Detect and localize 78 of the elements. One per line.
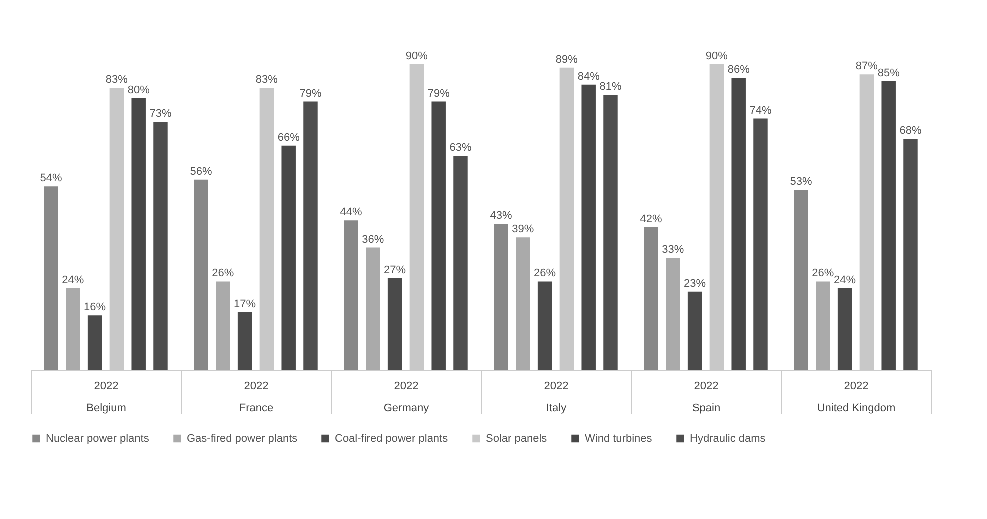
data-label: 17% bbox=[234, 298, 256, 310]
data-label: 68% bbox=[900, 125, 922, 138]
data-label: 74% bbox=[750, 104, 772, 117]
data-label: 81% bbox=[600, 81, 622, 93]
data-label: 26% bbox=[534, 268, 556, 280]
data-label: 56% bbox=[190, 166, 212, 178]
data-label: 90% bbox=[406, 50, 428, 62]
data-label: 27% bbox=[384, 264, 406, 276]
data-label: 89% bbox=[556, 54, 578, 66]
bar bbox=[794, 190, 808, 370]
x-tick-label: 2022 Spain bbox=[692, 380, 721, 414]
bar bbox=[816, 282, 830, 370]
x-tick-label: 2022 Italy bbox=[544, 380, 569, 414]
bar bbox=[604, 95, 618, 370]
bar bbox=[454, 156, 468, 370]
bar bbox=[88, 316, 102, 370]
data-label: 80% bbox=[128, 84, 150, 96]
bar bbox=[344, 220, 358, 370]
data-label: 83% bbox=[106, 74, 128, 86]
bar bbox=[882, 81, 896, 370]
bar bbox=[66, 288, 80, 370]
bar bbox=[432, 102, 446, 370]
data-label: 16% bbox=[84, 302, 106, 314]
data-label: 26% bbox=[212, 268, 234, 280]
data-label: 33% bbox=[662, 244, 684, 256]
bar bbox=[538, 282, 552, 370]
x-tick-label: 2022 Germany bbox=[384, 380, 430, 414]
bar bbox=[644, 227, 658, 370]
bar bbox=[44, 186, 58, 370]
data-label: 54% bbox=[40, 172, 62, 185]
data-label: 24% bbox=[834, 274, 856, 287]
legend-label: Solar panels bbox=[486, 432, 548, 445]
bar bbox=[582, 84, 596, 370]
data-label: 23% bbox=[684, 278, 706, 290]
x-tick-label: 2022 Belgium bbox=[86, 380, 126, 414]
legend-label: Wind turbines bbox=[585, 432, 653, 445]
data-label: 79% bbox=[428, 88, 450, 100]
legend-label: Hydraulic dams bbox=[690, 432, 766, 445]
legend-label: Coal-fired power plants bbox=[335, 432, 449, 445]
data-label: 44% bbox=[340, 206, 362, 219]
bar bbox=[366, 248, 380, 370]
bar bbox=[838, 288, 852, 370]
data-label: 36% bbox=[362, 234, 384, 246]
data-label: 66% bbox=[278, 132, 300, 144]
legend-label: Nuclear power plants bbox=[46, 432, 150, 445]
bar bbox=[304, 102, 318, 370]
data-label: 53% bbox=[790, 176, 812, 188]
bar bbox=[732, 78, 746, 370]
bar bbox=[132, 98, 146, 370]
x-tick-label: 2022 United Kingdom bbox=[817, 380, 896, 414]
bar bbox=[154, 122, 168, 370]
bar bbox=[688, 292, 702, 370]
data-label: 79% bbox=[300, 88, 322, 100]
data-label: 39% bbox=[512, 224, 534, 236]
bar bbox=[516, 238, 530, 370]
bar bbox=[666, 258, 680, 370]
data-label: 86% bbox=[728, 64, 750, 76]
data-label: 42% bbox=[640, 213, 662, 226]
bar bbox=[754, 118, 768, 370]
data-label: 84% bbox=[578, 70, 600, 83]
x-tick-label: 2022 France bbox=[239, 380, 274, 414]
data-label: 26% bbox=[812, 268, 834, 280]
data-label: 90% bbox=[706, 50, 728, 62]
legend-label: Gas-fired power plants bbox=[187, 432, 298, 445]
bar bbox=[194, 180, 208, 370]
bar bbox=[238, 312, 252, 370]
bar bbox=[216, 282, 230, 370]
data-label: 24% bbox=[62, 274, 84, 287]
data-label: 85% bbox=[878, 67, 900, 80]
bar bbox=[388, 278, 402, 370]
data-label: 43% bbox=[490, 210, 512, 222]
data-label: 73% bbox=[150, 108, 172, 120]
data-label: 63% bbox=[450, 142, 472, 154]
bar bbox=[282, 146, 296, 370]
bar bbox=[904, 139, 918, 370]
bar bbox=[494, 224, 508, 370]
data-label: 87% bbox=[856, 60, 878, 73]
data-label: 83% bbox=[256, 74, 278, 86]
